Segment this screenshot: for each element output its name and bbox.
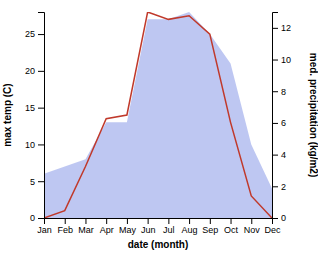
tick-mark [38,71,44,72]
tick-label: 0 [281,213,286,223]
tick: May [119,218,137,235]
tick: 10 [272,55,291,65]
tick-mark [272,218,278,219]
tick: Mar [78,218,94,235]
tick-label: 12 [281,23,291,33]
tick-label: 8 [281,87,286,97]
tick-label: Apr [100,225,114,235]
tick: 25 [25,29,44,39]
tick-mark [251,218,252,224]
y-axis-title: max temp (C) [2,83,13,146]
y-axis: 0 5 10 15 20 25 [25,13,45,224]
tick: 6 [272,118,286,128]
tick-mark [148,218,149,224]
tick-mark [272,123,278,124]
tick-label: 5 [30,177,35,187]
tick-label: Aug [182,225,198,235]
tick-label: 2 [281,182,286,192]
tick-mark [106,218,107,224]
tick-mark [272,91,278,92]
tick-label: Feb [57,225,73,235]
tick: Oct [224,218,239,235]
tick: 12 [272,23,291,33]
y2-axis-title: med. precipitation (kg/m2) [308,53,318,177]
tick-mark [38,218,44,219]
tick: Apr [100,218,114,235]
marks [44,12,272,218]
tick-mark [272,186,278,187]
tick-mark [85,218,86,224]
tick: 15 [25,103,44,113]
tick-label: May [119,225,137,235]
tick-label: Jun [141,225,156,235]
area [44,12,272,218]
tick-mark [210,218,211,224]
tick: 0 [30,213,44,223]
x-axis-title: date (month) [128,239,189,250]
tick-label: 10 [25,140,35,150]
chart: JanFebMarAprMayJunJulAugSepOctNovDec0510… [0,0,318,254]
axis-line [273,13,279,219]
line [44,12,272,218]
tick: 0 [272,213,286,223]
tick-label: Jul [163,225,175,235]
tick-label: Mar [78,225,94,235]
tick-label: 25 [25,29,35,39]
tick-mark [272,60,278,61]
tick: Jul [163,218,175,235]
tick-mark [65,218,66,224]
tick-mark [231,218,232,224]
tick-mark [38,144,44,145]
y2-axis: 0 2 4 6 8 10 12 [272,13,291,224]
tick-mark [168,218,169,224]
tick-label: Sep [202,225,218,235]
tick: Jun [141,218,156,235]
tick: 10 [25,140,44,150]
tick-mark [189,218,190,224]
tick: Nov [244,218,261,235]
tick-label: 15 [25,103,35,113]
tick-mark [272,155,278,156]
tick-label: 10 [281,55,291,65]
tick-label: 20 [25,66,35,76]
tick: 5 [30,177,44,187]
tick-label: 6 [281,118,286,128]
tick-label: 4 [281,150,286,160]
axis-line [38,13,45,219]
tick: Dec [264,218,281,235]
tick-mark [38,34,44,35]
tick-label: Dec [264,225,281,235]
tick: 4 [272,150,286,160]
tick-mark [272,28,278,29]
x-axis: Jan Feb Mar Apr May Jun Jul Aug Sep Oct NovDec [37,218,281,235]
tick-mark [38,181,44,182]
tick: Aug [182,218,198,235]
tick: 2 [272,182,286,192]
tick: Feb [57,218,73,235]
tick-label: Jan [37,225,52,235]
tick: 20 [25,66,44,76]
tick: 8 [272,87,286,97]
tick-label: 0 [30,213,35,223]
tick-label: Oct [224,225,239,235]
axis-line [45,219,273,225]
plot: JanFebMarAprMayJunJulAugSepOctNovDec0510… [25,12,291,235]
tick-mark [127,218,128,224]
tick-mark [38,108,44,109]
tick: Sep [202,218,218,235]
tick-label: Nov [244,225,261,235]
tick: Jan [37,218,52,235]
